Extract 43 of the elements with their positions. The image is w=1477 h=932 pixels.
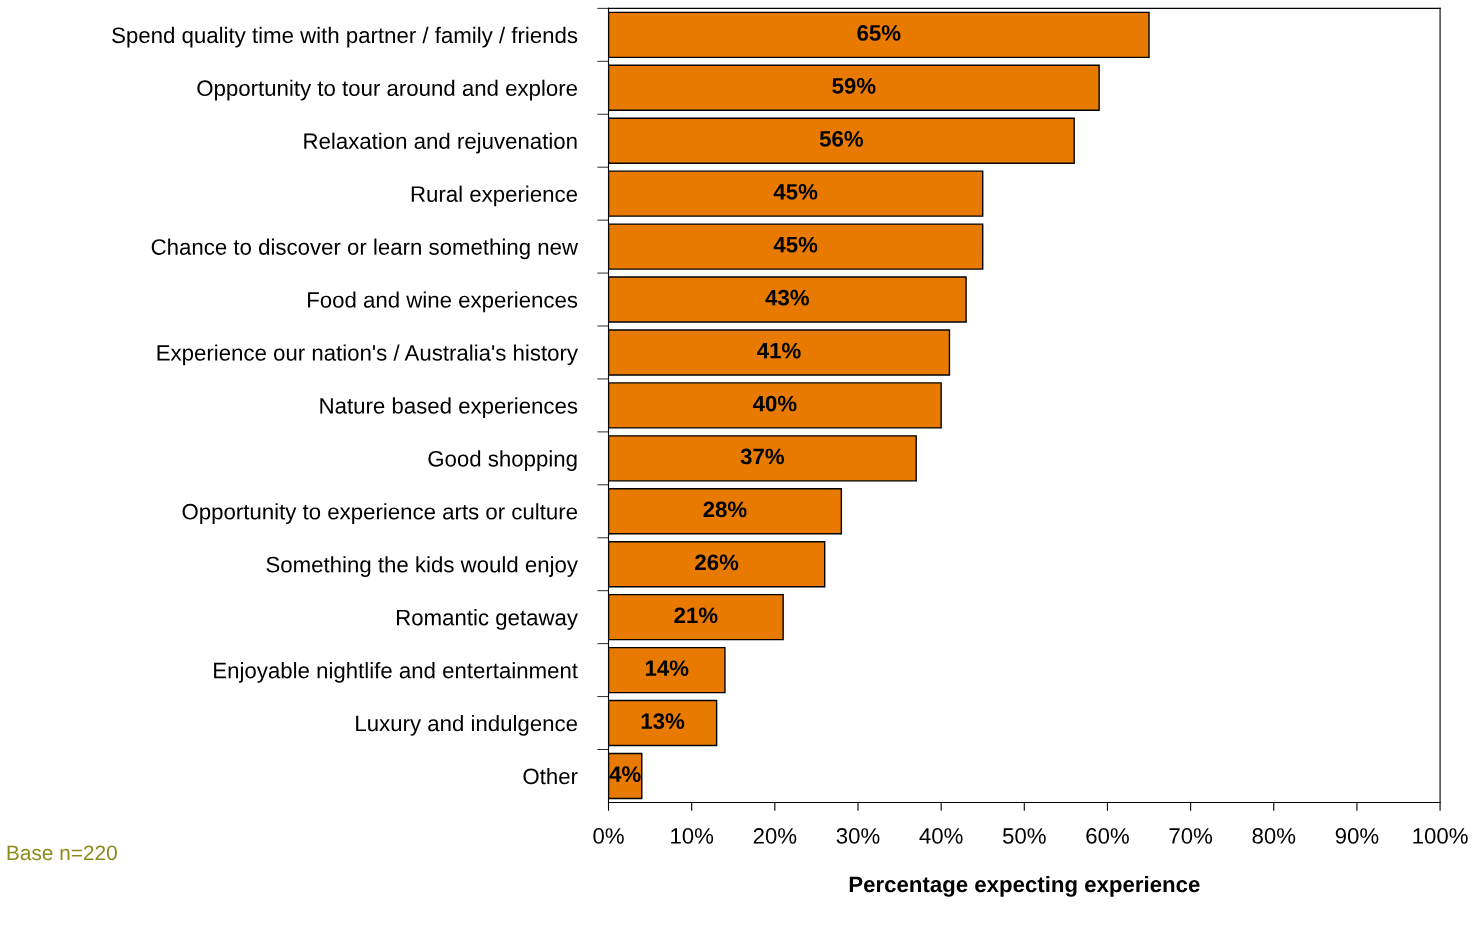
y-tick-label: Rural experience: [411, 185, 577, 207]
x-tick-label: 30%: [836, 828, 880, 844]
x-tick-label: 20%: [753, 828, 797, 844]
data-label: 28%: [703, 501, 747, 518]
data-label: 21%: [674, 607, 718, 624]
x-tick-label: 50%: [1002, 828, 1046, 844]
y-tick-label: Opportunity to experience arts or culture: [182, 503, 578, 524]
y-tick-label: Food and wine experiences: [308, 291, 578, 313]
x-axis-title: Percentage expecting experience: [849, 875, 1200, 897]
x-tick-label: 0%: [593, 828, 624, 844]
data-label: 45%: [773, 183, 818, 200]
data-label: 4%: [609, 766, 641, 782]
x-tick-label: 100%: [1413, 828, 1468, 844]
x-tick-label: 70%: [1169, 828, 1213, 844]
y-tick-label: Spend quality time with partner / family / friends: [112, 26, 578, 48]
x-tick-label: 40%: [919, 828, 963, 844]
y-tick-label: Something the kids would enjoy: [266, 556, 578, 577]
data-label: 13%: [641, 713, 685, 730]
y-tick-label: Relaxation and rejuvenation: [304, 132, 577, 154]
y-tick-label: Romantic getaway: [397, 609, 578, 630]
x-tick-label: 90%: [1335, 828, 1379, 844]
y-tick-label: Other: [523, 767, 578, 785]
data-label: 43%: [765, 289, 809, 306]
y-tick-label: Nature based experiences: [320, 397, 578, 419]
data-label: 40%: [752, 395, 797, 412]
data-label: 59%: [832, 78, 876, 94]
data-label: 56%: [819, 130, 864, 147]
y-tick-label: Opportunity to tour around and explore: [197, 79, 578, 101]
data-label: 65%: [857, 25, 901, 41]
x-tick-label: 80%: [1252, 828, 1296, 844]
y-tick-label: Chance to discover or learn something new: [151, 238, 579, 260]
x-tick-label: 60%: [1086, 828, 1129, 844]
y-tick-label: Luxury and indulgence: [356, 714, 577, 736]
y-tick-label: Good shopping: [428, 450, 577, 472]
data-label: 26%: [695, 554, 739, 571]
data-label: 41%: [757, 342, 801, 359]
text: Base n=220: [7, 845, 117, 861]
data-label: 37%: [740, 448, 785, 465]
y-tick-label: Experience our nation's / Australia's history: [157, 344, 578, 366]
data-label: 45%: [773, 236, 818, 253]
data-label: 14%: [645, 660, 689, 677]
x-tick-label: 10%: [671, 828, 714, 844]
y-tick-label: Enjoyable nightlife and entertainment: [214, 662, 578, 683]
